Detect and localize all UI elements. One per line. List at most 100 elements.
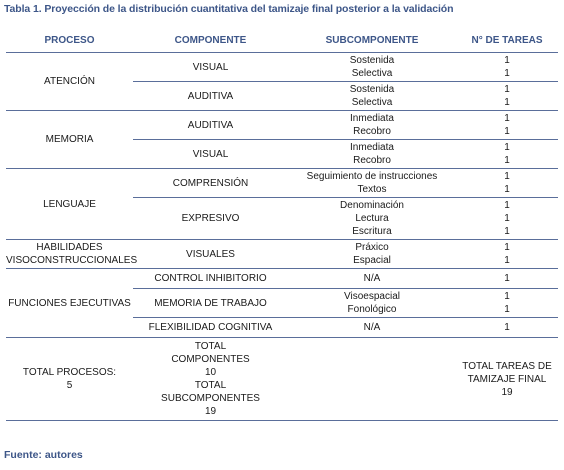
subcomponente-item: Recobro (353, 126, 391, 137)
subcomponente-cell: N/A (288, 268, 456, 289)
subcomponente-item: Sostenida (349, 84, 395, 95)
subcomponente-cell: Seguimiento de instrucciones Textos (288, 168, 456, 198)
tareas-cell: 1 (456, 317, 558, 338)
subcomponente-item: Sostenida (349, 55, 395, 66)
tareas-cell: 1 1 (456, 168, 558, 198)
componente-auditiva: AUDITIVA (133, 81, 288, 111)
subcomponente-item: Lectura (355, 213, 389, 224)
table-row: EXPRESIVO Denominación Lectura Escritura… (6, 197, 558, 240)
total-value: 10 (204, 367, 217, 378)
subcomponente-cell: Inmediata Recobro (288, 110, 456, 140)
tareas-cell: 1 1 1 (456, 197, 558, 240)
componente-visuales: VISUALES (133, 239, 288, 269)
tareas-cell: 1 1 (456, 139, 558, 169)
subcomponente-cell: Visoespacial Fonológico (288, 288, 456, 318)
total-procesos: TOTAL PROCESOS: 5 (6, 337, 133, 421)
componente-control: CONTROL INHIBITORIO (133, 268, 288, 289)
subcomponente-item: Recobro (353, 155, 391, 166)
subcomponente-cell: Sostenida Selectiva (288, 52, 456, 82)
tareas-value: 1 (504, 68, 510, 79)
header-subcomponente: SUBCOMPONENTE (288, 28, 456, 53)
subcomponente-item: Espacial (353, 255, 391, 266)
table-row: MEMORIA AUDITIVA Inmediata Recobro 1 1 (6, 110, 558, 169)
tareas-value: 1 (504, 291, 510, 302)
total-label: SUBCOMPONENTES (161, 393, 260, 404)
tareas-value: 1 (504, 226, 510, 237)
tareas-value: 1 (504, 200, 510, 211)
tareas-value: 1 (504, 171, 510, 182)
tareas-value: 1 (504, 255, 510, 266)
table-row: VISUAL Inmediata Recobro 1 1 (6, 139, 558, 169)
total-tareas: TOTAL TAREAS DE TAMIZAJE FINAL 19 (456, 337, 558, 421)
subcomponente-cell: Sostenida Selectiva (288, 81, 456, 111)
componente-expresivo: EXPRESIVO (133, 197, 288, 240)
subcomponente-item: Denominación (340, 200, 404, 211)
subcomponente-item: Escritura (352, 226, 392, 237)
componente-visual: VISUAL (133, 139, 288, 169)
tareas-value: 1 (504, 142, 510, 153)
subcomponente-item: Textos (357, 184, 387, 195)
total-label: TOTAL TAREAS DE (462, 360, 552, 372)
subcomponente-item: Seguimiento de instrucciones (306, 171, 438, 182)
table-row: MEMORIA DE TRABAJO Visoespacial Fonológi… (6, 288, 558, 318)
subcomponente-item: Selectiva (351, 68, 393, 79)
table-caption: Tabla 1. Proyección de la distribución c… (4, 3, 454, 15)
tareas-value: 1 (504, 55, 510, 66)
total-label: TOTAL (194, 341, 227, 352)
componente-auditiva: AUDITIVA (133, 110, 288, 140)
tareas-cell: 1 1 (456, 81, 558, 111)
tareas-cell: 1 1 (456, 288, 558, 318)
proceso-lenguaje: LENGUAJE (6, 168, 133, 240)
proceso-atencion: ATENCIÓN (6, 52, 133, 111)
subcomponente-cell: N/A (288, 317, 456, 338)
table-row: AUDITIVA Sostenida Selectiva 1 1 (6, 81, 558, 111)
proceso-label-line: HABILIDADES (36, 242, 103, 253)
componente-visual: VISUAL (133, 52, 288, 82)
total-value: 19 (501, 386, 513, 398)
tareas-cell: 1 (456, 268, 558, 289)
tareas-value: 1 (504, 126, 510, 137)
subcomponente-item: Práxico (355, 242, 389, 253)
subcomponente-cell: Práxico Espacial (288, 239, 456, 269)
total-value: 5 (66, 380, 73, 391)
tareas-cell: 1 1 (456, 110, 558, 140)
total-componentes: TOTAL COMPONENTES 10 TOTAL SUBCOMPONENTE… (133, 337, 288, 421)
tareas-value: 1 (504, 242, 510, 253)
tareas-value: 1 (504, 213, 510, 224)
componente-memoria-trabajo: MEMORIA DE TRABAJO (133, 288, 288, 318)
tasks-table: PROCESO COMPONENTE SUBCOMPONENTE N° DE T… (6, 28, 558, 421)
table-row: ATENCIÓN VISUAL Sostenida Selectiva 1 1 (6, 52, 558, 111)
tareas-value: 1 (504, 113, 510, 124)
header-row: PROCESO COMPONENTE SUBCOMPONENTE N° DE T… (6, 28, 558, 53)
tareas-value: 1 (504, 184, 510, 195)
tareas-value: 1 (504, 155, 510, 166)
subcomponente-item: Selectiva (351, 97, 393, 108)
subcomponente-item: Inmediata (350, 142, 394, 153)
total-label: TOTAL (194, 380, 227, 391)
proceso-label-line: VISOCONSTRUCCIONALES (6, 255, 138, 266)
table-row: FLEXIBILIDAD COGNITIVA N/A 1 (6, 317, 558, 338)
componente-flexibilidad: FLEXIBILIDAD COGNITIVA (133, 317, 288, 338)
tareas-value: 1 (504, 97, 510, 108)
proceso-memoria: MEMORIA (6, 110, 133, 169)
subcomponente-item: Inmediata (350, 113, 394, 124)
subcomponente-cell: Denominación Lectura Escritura (288, 197, 456, 240)
componente-comprension: COMPRENSIÓN (133, 168, 288, 198)
table-source: Fuente: autores (4, 449, 83, 461)
tareas-cell: 1 1 (456, 239, 558, 269)
total-value: 19 (204, 406, 217, 417)
table-row: LENGUAJE COMPRENSIÓN Seguimiento de inst… (6, 168, 558, 240)
header-proceso: PROCESO (6, 28, 133, 53)
header-componente: COMPONENTE (133, 28, 288, 53)
subcomponente-item: Fonológico (347, 304, 397, 315)
tareas-value: 1 (504, 84, 510, 95)
proceso-funciones: FUNCIONES EJECUTIVAS (6, 268, 133, 338)
total-empty-cell (288, 337, 456, 421)
tareas-cell: 1 1 (456, 52, 558, 82)
subcomponente-item: Visoespacial (344, 291, 400, 302)
totals-row: TOTAL PROCESOS: 5 TOTAL COMPONENTES 10 T… (6, 337, 558, 421)
total-label: TOTAL PROCESOS: (22, 367, 117, 378)
subcomponente-cell: Inmediata Recobro (288, 139, 456, 169)
proceso-habilidades: HABILIDADES VISOCONSTRUCCIONALES (6, 239, 138, 269)
table-row: HABILIDADES VISOCONSTRUCCIONALES VISUALE… (6, 239, 558, 269)
